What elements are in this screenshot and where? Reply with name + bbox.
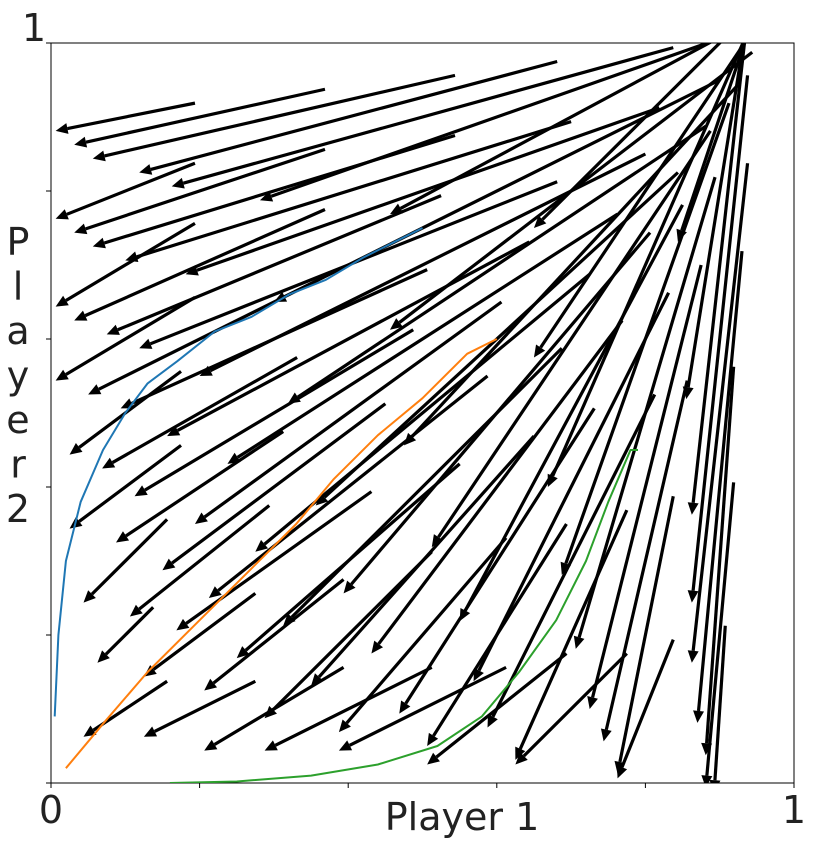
- quiver-arrow: [69, 370, 182, 455]
- quiver-arrow: [533, 43, 722, 228]
- trajectory-line: [53, 227, 423, 717]
- quiver-arrow: [102, 356, 298, 469]
- quiver-arrow: [97, 606, 155, 663]
- quiver-arrow: [143, 679, 257, 737]
- y-axis-label-char: r: [10, 443, 26, 487]
- quiver-arrow: [167, 240, 531, 437]
- quiver-arrow: [194, 300, 503, 524]
- quiver-arrow: [560, 102, 731, 575]
- quiver-arrow: [515, 652, 628, 765]
- trajectory-lines: [53, 227, 638, 783]
- quiver-arrow: [515, 509, 629, 760]
- quiver-arrow: [74, 147, 326, 235]
- y-axis-label-char: l: [13, 265, 24, 309]
- quiver-arrow: [208, 374, 489, 598]
- quiver-arrow: [427, 652, 568, 765]
- quiver-arrow: [431, 129, 712, 548]
- quiver-arrow: [287, 124, 707, 404]
- x-tick-label: 0: [39, 788, 63, 832]
- quiver-arrow: [487, 393, 657, 728]
- quiver-arrow: [185, 106, 660, 276]
- quiver-arrow: [338, 665, 507, 751]
- quiver-arrow: [129, 504, 271, 617]
- quiver-arrow: [74, 208, 326, 321]
- quiver-arrow: [600, 380, 689, 742]
- quiver-arrow: [338, 536, 508, 733]
- quiver-arrows: [55, 43, 754, 783]
- quiver-arrow: [701, 482, 736, 783]
- quiver-arrow: [389, 43, 713, 215]
- quiver-arrow: [399, 407, 596, 714]
- quiver-arrow: [709, 625, 727, 783]
- quiver-arrow: [687, 163, 750, 663]
- quiver-arrow: [92, 73, 456, 162]
- trajectory-line: [169, 449, 638, 783]
- quiver-arrow: [283, 347, 563, 626]
- y-axis-label-char: 2: [6, 487, 30, 531]
- quiver-arrow: [204, 578, 345, 691]
- axis-ticks: [46, 42, 795, 788]
- quiver-arrow: [614, 495, 675, 774]
- quiver-arrow: [587, 264, 703, 709]
- y-axis-label-char: P: [7, 220, 30, 264]
- quiver-arrow: [311, 435, 536, 686]
- x-axis-label: Player 1: [385, 795, 540, 839]
- quiver-arrow: [676, 43, 747, 242]
- quiver-arrow: [315, 171, 679, 506]
- quiver-arrow: [134, 328, 415, 497]
- y-tick-label: 1: [22, 6, 46, 50]
- tick-labels: 0 1 1: [22, 6, 806, 832]
- quiver-arrow: [687, 43, 747, 515]
- quiver-arrow: [171, 46, 674, 189]
- quiver-arrow: [473, 292, 671, 682]
- quiver-arrow: [533, 43, 747, 358]
- quiver-arrow: [343, 231, 652, 594]
- quiver-arrow: [264, 665, 433, 751]
- y-axis-label-char: e: [6, 398, 29, 442]
- quiver-arrow: [83, 518, 169, 603]
- quiver-arrow: [55, 101, 196, 134]
- quiver-arrow: [259, 43, 713, 202]
- quiver-arrow: [55, 222, 196, 307]
- quiver-arrow: [106, 194, 442, 335]
- quiver-arrow: [573, 176, 717, 649]
- quiver-arrow: [74, 87, 326, 148]
- quiver-arrow: [125, 120, 572, 263]
- quiver-arrow: [547, 43, 745, 487]
- trajectory-line: [65, 338, 498, 769]
- quiver-arrow: [116, 430, 285, 543]
- quiver-arrow: [55, 161, 196, 220]
- quiver-arrow: [701, 366, 736, 756]
- x-tick-label: 1: [782, 788, 806, 832]
- quiver-arrow: [459, 204, 684, 622]
- quiver-arrow: [139, 59, 558, 175]
- quiver-arrow: [55, 296, 196, 381]
- quiver-arrow: [693, 250, 744, 723]
- quiver-arrow: [227, 212, 619, 464]
- y-axis-label-char: a: [6, 309, 29, 353]
- y-axis-label-char: y: [7, 354, 30, 398]
- quiver-arrow: [371, 319, 624, 654]
- quiver-arrow: [162, 402, 387, 571]
- quiver-arrow: [687, 75, 750, 603]
- quiver-arrow: [403, 83, 740, 446]
